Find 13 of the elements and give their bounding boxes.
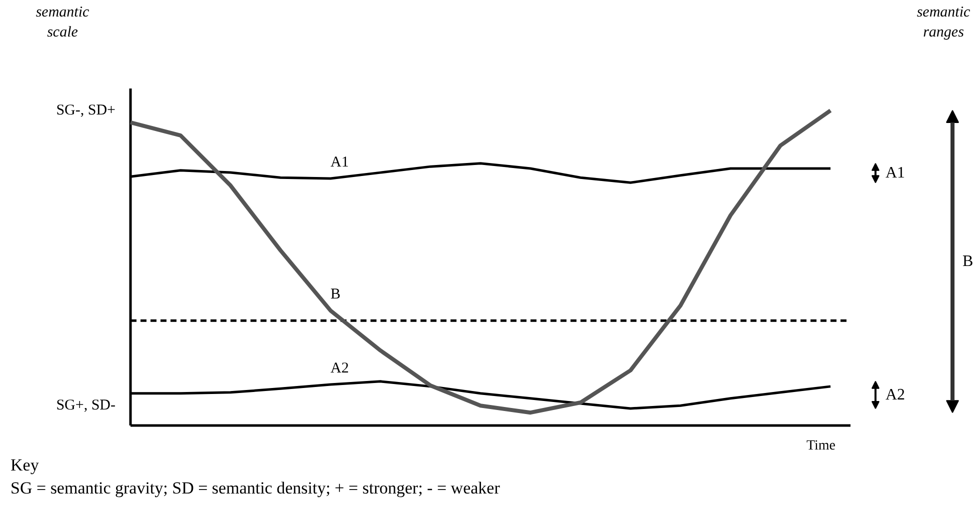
text: semantic ranges — [916, 4, 970, 40]
series-label: B — [330, 286, 341, 303]
text: SG = semantic gravity; SD = semantic density; + = stronger; - = weaker — [10, 478, 500, 498]
legend-label: A2 — [886, 386, 906, 404]
text: SG+, SD- — [56, 398, 116, 414]
text: B — [962, 253, 974, 270]
text: semantic scale — [36, 4, 90, 40]
text: SG-, SD+ — [56, 102, 116, 118]
legend-label: A1 — [886, 164, 906, 182]
text: A1 — [330, 154, 349, 171]
text: A2 — [330, 360, 349, 377]
x-axis-title: Time — [806, 438, 836, 454]
text: Key — [10, 456, 40, 474]
